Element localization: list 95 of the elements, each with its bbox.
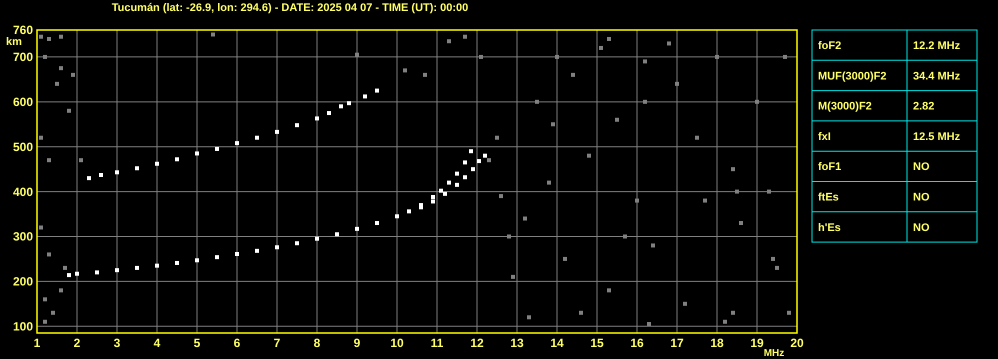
point	[275, 130, 279, 134]
point	[155, 162, 159, 166]
point	[463, 160, 467, 164]
x-tick-label: 20	[790, 336, 804, 350]
x-tick-label: 6	[234, 336, 241, 350]
point	[235, 252, 239, 256]
text: 2.82	[913, 100, 934, 113]
point	[195, 151, 199, 156]
x-tick-label: 9	[354, 336, 361, 350]
point	[447, 180, 451, 185]
point	[355, 226, 359, 231]
y-tick-label: 760	[12, 23, 34, 38]
point	[471, 167, 475, 172]
point	[315, 236, 319, 241]
point	[195, 258, 199, 262]
text: 12.2 MHz	[913, 40, 960, 52]
point	[275, 245, 279, 250]
point	[431, 194, 435, 199]
category-label: h'Es	[818, 222, 841, 234]
point	[255, 248, 259, 253]
chart-title: Tucumán (lat: -26.9, lon: 294.6) - DATE: 2025 04 07 - TIME (UT): 00:00	[112, 2, 468, 14]
x-tick-label: 15	[590, 336, 604, 350]
point	[375, 221, 379, 226]
point	[335, 232, 339, 236]
x-tick-label: 7	[274, 336, 281, 350]
y-tick-label: 500	[12, 140, 34, 154]
point	[363, 94, 367, 98]
point	[315, 116, 319, 120]
y-tick-label: 400	[12, 184, 34, 199]
point	[87, 176, 91, 180]
category-label: foF2	[818, 40, 842, 52]
point	[483, 154, 487, 158]
x-tick-label: 11	[430, 336, 444, 350]
point	[215, 255, 219, 260]
category-label: MUF(3000)F2	[818, 70, 886, 82]
point	[135, 266, 139, 270]
point	[135, 166, 139, 170]
point	[235, 141, 239, 146]
x-tick-label: 2	[74, 336, 81, 350]
point	[431, 199, 435, 204]
point	[115, 268, 119, 272]
x-tick-label: 17	[670, 336, 684, 350]
text: NO	[913, 192, 930, 204]
point	[463, 175, 467, 180]
category-label: M(3000)F2	[818, 100, 872, 113]
x-tick-label: 10	[390, 336, 404, 350]
y-tick-label: 700	[12, 50, 34, 64]
x-tick-label: 16	[630, 336, 644, 350]
y-tick-label: 100	[12, 319, 34, 334]
x-tick-label: 5	[194, 336, 201, 350]
text: NO	[913, 161, 930, 174]
point	[455, 182, 459, 187]
point	[95, 270, 99, 274]
point	[395, 214, 399, 218]
category-label: fxI	[818, 130, 831, 143]
category-label: foF1	[818, 161, 842, 174]
point	[67, 273, 71, 278]
x-tick-label: 13	[510, 336, 524, 350]
category-label: ftEs	[818, 192, 839, 204]
point	[115, 170, 119, 174]
point	[295, 123, 299, 128]
point	[175, 157, 179, 162]
point	[375, 88, 379, 93]
y-tick-label: 600	[12, 95, 34, 110]
point	[155, 264, 159, 268]
point	[215, 146, 219, 151]
point	[175, 260, 179, 265]
text: 34.4 MHz	[913, 70, 960, 82]
x-tick-label: 8	[314, 336, 321, 350]
y-axis-title: km	[6, 36, 22, 48]
point	[443, 192, 447, 196]
point	[327, 111, 331, 116]
point	[469, 149, 473, 154]
text: 12.5 MHz	[913, 130, 960, 143]
point	[347, 101, 351, 106]
x-tick-label: 12	[470, 336, 484, 350]
x-axis-title: MHz	[764, 348, 784, 359]
point	[477, 159, 481, 164]
text: NO	[913, 222, 930, 234]
y-tick-label: 300	[12, 230, 34, 244]
point	[295, 241, 299, 246]
point	[75, 272, 79, 276]
x-tick-label: 18	[710, 336, 724, 350]
x-tick-label: 3	[114, 336, 121, 350]
point	[439, 188, 443, 193]
x-tick-label: 1	[34, 336, 41, 350]
x-tick-label: 19	[750, 336, 764, 350]
x-tick-label: 14	[550, 336, 564, 350]
point	[407, 209, 411, 214]
y-tick-label: 200	[12, 274, 34, 289]
point	[99, 172, 103, 177]
point	[339, 104, 343, 108]
point	[455, 172, 459, 176]
x-tick-label: 4	[154, 336, 161, 350]
point	[255, 136, 259, 140]
